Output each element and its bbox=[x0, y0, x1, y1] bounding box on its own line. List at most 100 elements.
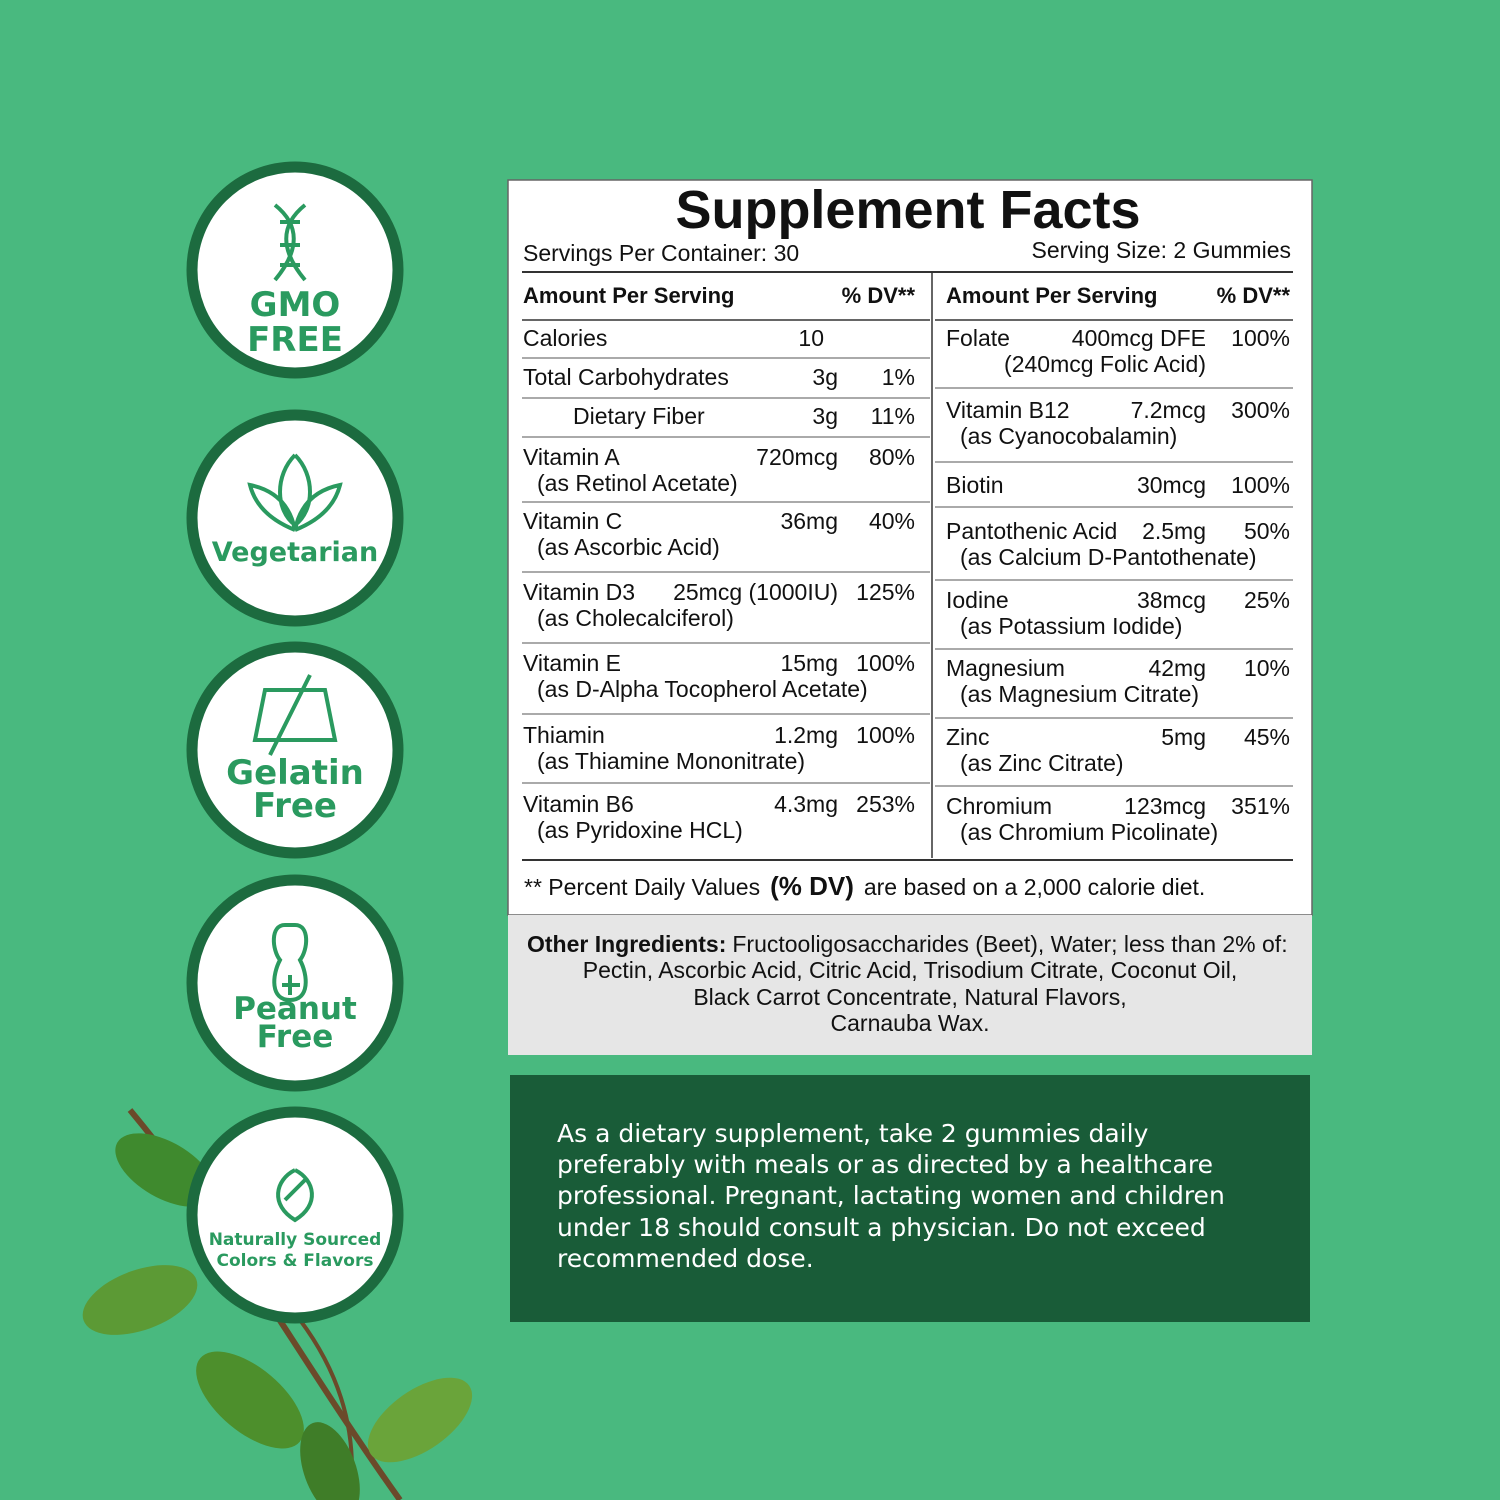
nutrient-amount: 5mg bbox=[1161, 724, 1206, 750]
ingredients-line: Black Carrot Concentrate, Natural Flavor… bbox=[693, 984, 1127, 1010]
badge-label: Vegetarian bbox=[211, 536, 379, 568]
nutrient-name: Pantothenic Acid bbox=[946, 518, 1118, 544]
ingredients-line: Other Ingredients: Fructooligosaccharides… bbox=[527, 930, 1288, 958]
nutrient-dv: 100% bbox=[1231, 325, 1290, 351]
nutrient-amount: 4.3mg bbox=[774, 791, 838, 817]
footnote-part: (% DV) bbox=[770, 871, 854, 901]
nutrient-amount: 123mcg bbox=[1124, 793, 1206, 819]
badge-label: Peanut bbox=[233, 991, 357, 1028]
nutrient-dv: 40% bbox=[868, 508, 915, 534]
nutrient-name: Thiamin bbox=[523, 722, 605, 748]
ingredients-line: Pectin, Ascorbic Acid, Citric Acid, Tris… bbox=[582, 957, 1238, 983]
footnote-part: are based on a 2,000 calorie diet. bbox=[863, 874, 1206, 900]
nutrient-dv: 100% bbox=[856, 650, 915, 676]
directions-line: recommended dose. bbox=[557, 1243, 814, 1273]
nutrient-amount: 1.2mg bbox=[774, 722, 838, 748]
nutrient-name: Vitamin B12 bbox=[946, 397, 1070, 423]
nutrient-source: (as Chromium Picolinate) bbox=[960, 819, 1219, 845]
nutrient-amount: 30mcg bbox=[1136, 472, 1206, 498]
nutrient-name: Iodine bbox=[946, 587, 1009, 613]
nutrient-name: Magnesium bbox=[946, 655, 1065, 681]
nutrient-dv: 351% bbox=[1231, 793, 1290, 819]
nutrient-name: Vitamin B6 bbox=[523, 791, 634, 817]
nutrient-amount: 25mcg (1000IU) bbox=[673, 579, 838, 605]
nutrient-amount: 15mg bbox=[780, 650, 838, 676]
nutrient-amount: 400mcg DFE bbox=[1071, 325, 1206, 351]
nutrient-dv: 25% bbox=[1243, 587, 1290, 613]
directions-panel bbox=[510, 1075, 1310, 1322]
ingredients-label: Other Ingredients: bbox=[527, 931, 727, 957]
badge-label: Free bbox=[256, 1019, 334, 1056]
directions-line: preferably with meals or as directed by … bbox=[557, 1150, 1213, 1180]
column-header: Amount Per Serving bbox=[523, 283, 735, 308]
serving-size: Serving Size: 2 Gummies bbox=[1031, 237, 1291, 263]
footnote: ** Percent Daily Values (% DV) are based o… bbox=[524, 872, 1205, 901]
nutrient-amount: 3g bbox=[812, 364, 838, 390]
nutrient-dv: 1% bbox=[881, 364, 915, 390]
nutrient-source: (240mcg Folic Acid) bbox=[1004, 351, 1206, 377]
nutrient-name: Calories bbox=[523, 325, 608, 351]
nutrient-source: (as Cyanocobalamin) bbox=[960, 423, 1178, 449]
ingredients-line: Carnauba Wax. bbox=[830, 1010, 990, 1036]
badge-label: Naturally Sourced bbox=[208, 1229, 382, 1250]
ingredients-panel bbox=[508, 915, 1312, 1055]
nutrient-amount: 38mcg bbox=[1136, 587, 1206, 613]
nutrient-source: (as Magnesium Citrate) bbox=[960, 681, 1200, 707]
footnote-part: ** Percent Daily Values bbox=[524, 874, 761, 900]
nutrient-source: (as Pyridoxine HCL) bbox=[537, 817, 743, 843]
nutrient-name: Vitamin E bbox=[523, 650, 622, 676]
nutrient-dv: 11% bbox=[870, 403, 915, 429]
badge-label: Free bbox=[253, 785, 337, 826]
nutrient-name: Biotin bbox=[946, 472, 1004, 498]
nutrient-source: (as Calcium D-Pantothenate) bbox=[960, 544, 1257, 570]
column-header: % DV** bbox=[841, 283, 915, 308]
nutrient-name: Vitamin A bbox=[523, 444, 620, 470]
nutrient-amount: 7.2mcg bbox=[1130, 397, 1206, 423]
badge-label: FREE bbox=[247, 319, 343, 360]
badge-label: GMO bbox=[249, 284, 341, 325]
facts-panel bbox=[507, 179, 1313, 916]
badge-icons bbox=[247, 203, 343, 1223]
rules bbox=[522, 271, 1293, 861]
nutrient-dv: 10% bbox=[1243, 655, 1290, 681]
column-header: Amount Per Serving bbox=[946, 283, 1158, 308]
nutrient-dv: 125% bbox=[856, 579, 915, 605]
nutrient-source: (as D-Alpha Tocopherol Acetate) bbox=[537, 676, 868, 702]
badge-label: Gelatin bbox=[226, 752, 364, 793]
nutrient-amount: 720mcg bbox=[756, 444, 838, 470]
leaves bbox=[82, 1108, 473, 1500]
nutrient-dv: 80% bbox=[868, 444, 915, 470]
servings: Servings Per Container: 30 bbox=[523, 240, 800, 266]
nutrient-name: Vitamin D3 bbox=[523, 579, 636, 605]
nutrient-amount: 42mg bbox=[1148, 655, 1206, 681]
column-header: % DV** bbox=[1216, 283, 1290, 308]
nutrient-amount: 36mg bbox=[780, 508, 838, 534]
nutrient-name: Vitamin C bbox=[523, 508, 623, 534]
nutrient-source: (as Retinol Acetate) bbox=[537, 470, 738, 496]
nutrient-dv: 100% bbox=[856, 722, 915, 748]
nutrient-name: Dietary Fiber bbox=[573, 403, 705, 429]
directions-line: professional. Pregnant, lactating women … bbox=[557, 1181, 1225, 1211]
nutrient-amount: 3g bbox=[812, 403, 838, 429]
directions-line: As a dietary supplement, take 2 gummies … bbox=[557, 1119, 1149, 1148]
nutrient-name: Total Carbohydrates bbox=[523, 364, 729, 390]
nutrient-dv: 50% bbox=[1243, 518, 1290, 544]
nutrient-name: Zinc bbox=[946, 724, 990, 750]
nutrient-dv: 100% bbox=[1231, 472, 1290, 498]
directions-line: under 18 should consult a physician. Do … bbox=[557, 1212, 1206, 1242]
nutrient-source: (as Thiamine Mononitrate) bbox=[537, 748, 806, 774]
nutrient-dv: 45% bbox=[1243, 724, 1290, 750]
nutrient-name: Chromium bbox=[946, 793, 1053, 819]
nutrient-name: Folate bbox=[946, 325, 1010, 351]
ingredients-text: Fructooligosaccharides (Beet), Water; le… bbox=[732, 931, 1288, 957]
nutrient-amount: 2.5mg bbox=[1142, 518, 1206, 544]
nutrient-dv: 253% bbox=[856, 791, 915, 817]
nutrient-source: (as Potassium Iodide) bbox=[960, 613, 1183, 639]
badge-label: Colors & Flavors bbox=[216, 1250, 374, 1271]
nutrient-source: (as Zinc Citrate) bbox=[960, 750, 1124, 776]
nutrient-dv: 300% bbox=[1231, 397, 1290, 423]
nutrient-amount: 10 bbox=[798, 325, 824, 351]
nutrient-source: (as Cholecalciferol) bbox=[537, 605, 734, 631]
